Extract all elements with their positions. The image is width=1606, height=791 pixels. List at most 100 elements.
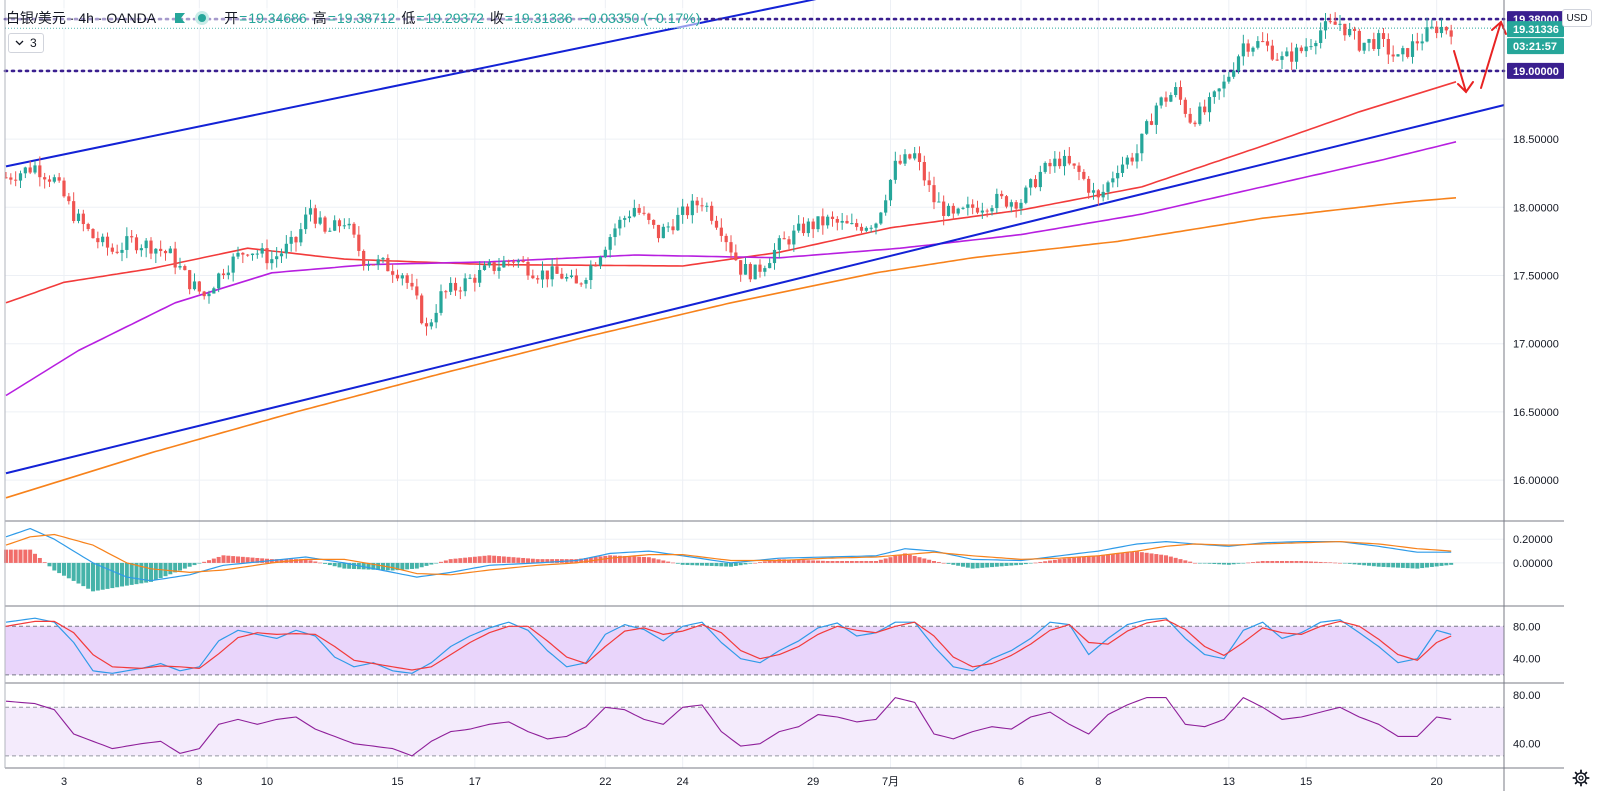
candle-body: [1265, 41, 1270, 46]
candle: [260, 243, 264, 258]
candle: [690, 194, 694, 224]
macd-bar: [1265, 561, 1270, 563]
candle: [134, 234, 139, 254]
candle: [695, 197, 699, 213]
candle: [188, 269, 192, 295]
macd-bar: [1101, 554, 1106, 563]
candle: [18, 170, 23, 189]
macd-bar: [163, 562, 168, 577]
candle: [569, 269, 574, 279]
candle-body: [1444, 26, 1448, 31]
macd-bar: [782, 559, 787, 563]
candle: [1285, 47, 1289, 57]
macd-line: [5, 528, 1452, 582]
candle: [294, 236, 298, 252]
candle-body: [1222, 81, 1226, 89]
candle-body: [748, 264, 752, 280]
time-tick-label: 3: [61, 776, 67, 788]
candle-body: [550, 266, 554, 280]
macd-bar: [347, 562, 352, 569]
candle-body: [362, 250, 366, 266]
candle: [975, 200, 980, 215]
candle: [908, 153, 912, 160]
candle-body: [1290, 51, 1294, 62]
candle-body: [1009, 202, 1013, 207]
candle-body: [1091, 190, 1096, 193]
candle: [540, 261, 545, 288]
candle: [830, 211, 835, 227]
candle-body: [652, 219, 656, 225]
candle-body: [1169, 94, 1173, 102]
candle: [1396, 53, 1400, 57]
candle: [937, 192, 941, 203]
candle-body: [154, 248, 158, 254]
macd-bar: [922, 558, 927, 563]
macd-bar: [1052, 559, 1057, 563]
candle: [797, 215, 801, 233]
candle-body: [217, 273, 221, 289]
macd-bar: [530, 558, 535, 563]
candle: [560, 267, 564, 280]
candle-body: [188, 270, 192, 290]
candle: [1178, 80, 1183, 105]
candle: [671, 218, 675, 235]
candle: [444, 289, 448, 299]
candle-body: [357, 234, 361, 251]
candle: [656, 224, 661, 243]
macd-bar: [419, 562, 424, 568]
candle-body: [105, 236, 110, 248]
candle-body: [627, 216, 632, 219]
macd-bar: [1352, 562, 1357, 565]
macd-bar: [187, 562, 192, 567]
candle: [516, 258, 520, 268]
macd-bar: [990, 562, 994, 568]
macd-bar: [1405, 562, 1410, 569]
macd-bar: [105, 562, 110, 589]
candle: [521, 256, 525, 263]
candle: [1338, 14, 1342, 32]
candle: [1130, 152, 1134, 166]
chart-legend: 白银/美元 · 4h · OANDA 开 = 19.34686 高 = 19.38712…: [6, 8, 701, 28]
macd-bar: [999, 562, 1004, 567]
candle-body: [975, 207, 980, 213]
macd-bar: [216, 556, 221, 563]
candle-body: [47, 179, 52, 182]
candle-body: [772, 249, 777, 264]
lower-level-badge-text: 19.00000: [1513, 66, 1559, 78]
candle: [1348, 22, 1352, 38]
candle: [1444, 26, 1448, 35]
macd-bar: [211, 558, 216, 563]
price-tick-label: 16.00000: [1513, 475, 1559, 487]
candle: [376, 254, 380, 270]
symbol-label[interactable]: 白银/美元 · 4h · OANDA: [6, 10, 157, 26]
candle-body: [826, 216, 830, 226]
candle: [1217, 87, 1221, 100]
candle-body: [1024, 187, 1028, 203]
candle-body: [729, 242, 733, 253]
studies-toggle-button[interactable]: 3: [8, 33, 44, 53]
macd-bar: [550, 559, 555, 563]
macd-bar: [71, 562, 76, 581]
stoch-tick-label: 80.00: [1513, 621, 1541, 633]
flag-icon[interactable]: [174, 12, 186, 24]
candle: [1000, 190, 1004, 199]
macd-bar: [932, 561, 936, 563]
macd-bar: [985, 562, 990, 568]
currency-button[interactable]: USD: [1562, 9, 1592, 27]
macd-bar: [801, 560, 806, 563]
candle-body: [569, 275, 574, 278]
macd-bar: [1159, 554, 1164, 563]
candle-body: [1377, 33, 1381, 50]
candle: [110, 243, 114, 255]
candle: [400, 273, 404, 286]
macd-bar: [545, 559, 550, 563]
candle-body: [342, 225, 346, 227]
macd-bar: [308, 560, 313, 563]
gear-icon[interactable]: [1572, 769, 1590, 787]
candle-body: [1435, 26, 1439, 34]
candle-body: [265, 248, 269, 264]
candle: [1212, 90, 1216, 104]
candle-body: [898, 160, 902, 164]
arrow-down-head: [1457, 81, 1474, 94]
